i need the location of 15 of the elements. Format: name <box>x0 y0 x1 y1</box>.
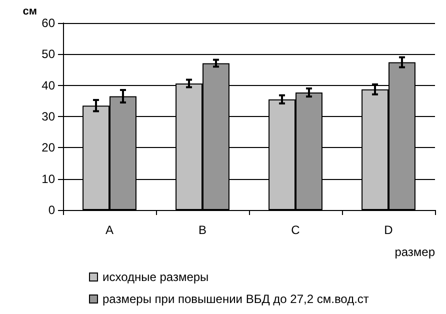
y-tick-label: 60 <box>42 16 56 30</box>
x-tick-label: B <box>198 223 207 237</box>
x-tick-label: D <box>384 223 394 237</box>
x-tick-label: A <box>105 223 114 237</box>
legend-label: исходные размеры <box>102 270 209 284</box>
x-tick-label: C <box>291 223 300 237</box>
y-tick-label: 10 <box>42 172 56 186</box>
legend-label: размеры при повышении ВБД до 27,2 см.вод.ст <box>102 292 370 306</box>
y-tick-label: 40 <box>42 78 56 92</box>
y-tick-label: 30 <box>42 110 56 124</box>
y-tick-label: 50 <box>42 47 56 62</box>
y-tick-label: 20 <box>42 140 56 155</box>
y-axis-title: см <box>22 6 37 18</box>
y-tick-label: 0 <box>48 203 56 217</box>
x-axis-title: размер <box>394 245 436 259</box>
